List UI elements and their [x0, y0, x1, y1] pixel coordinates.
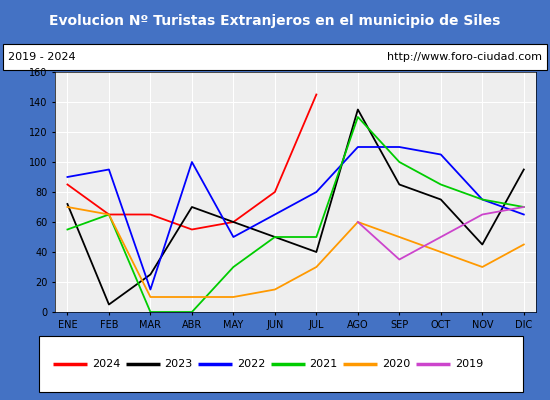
2022: [396, 144, 403, 149]
2020: [438, 250, 444, 254]
2021: [272, 234, 278, 239]
2019: [520, 205, 527, 210]
2021: [230, 265, 236, 270]
2022: [106, 167, 112, 172]
Line: 2020: 2020: [68, 207, 524, 297]
2024: [147, 212, 153, 217]
2023: [64, 202, 71, 206]
2024: [106, 212, 112, 217]
2023: [438, 197, 444, 202]
2023: [396, 182, 403, 187]
2024: [230, 220, 236, 224]
2019: [396, 257, 403, 262]
2020: [106, 212, 112, 217]
Text: 2021: 2021: [310, 359, 338, 369]
2023: [313, 250, 320, 254]
2022: [64, 174, 71, 179]
2020: [520, 242, 527, 247]
2022: [355, 144, 361, 149]
2020: [189, 294, 195, 299]
2019: [355, 220, 361, 224]
FancyBboxPatch shape: [39, 336, 522, 392]
2022: [313, 190, 320, 194]
2020: [147, 294, 153, 299]
2024: [272, 190, 278, 194]
2020: [272, 287, 278, 292]
2023: [355, 107, 361, 112]
2022: [189, 160, 195, 164]
2021: [147, 310, 153, 314]
Text: 2024: 2024: [92, 359, 120, 369]
2023: [520, 167, 527, 172]
2020: [396, 234, 403, 239]
Line: 2019: 2019: [358, 207, 524, 260]
2020: [230, 294, 236, 299]
2021: [438, 182, 444, 187]
Text: 2019 - 2024: 2019 - 2024: [8, 52, 76, 62]
2023: [479, 242, 486, 247]
2020: [355, 220, 361, 224]
2022: [272, 212, 278, 217]
2021: [355, 114, 361, 119]
2024: [189, 227, 195, 232]
Text: Evolucion Nº Turistas Extranjeros en el municipio de Siles: Evolucion Nº Turistas Extranjeros en el …: [50, 14, 501, 28]
Line: 2022: 2022: [68, 147, 524, 290]
Text: 2020: 2020: [382, 359, 410, 369]
2024: [64, 182, 71, 187]
2023: [147, 272, 153, 277]
Text: 2023: 2023: [164, 359, 192, 369]
2021: [396, 160, 403, 164]
Text: 2022: 2022: [237, 359, 265, 369]
2021: [106, 212, 112, 217]
2024: [313, 92, 320, 97]
2019: [479, 212, 486, 217]
2020: [313, 265, 320, 270]
2023: [189, 205, 195, 210]
Line: 2024: 2024: [68, 94, 316, 230]
2023: [106, 302, 112, 307]
Text: 2019: 2019: [455, 359, 483, 369]
2022: [147, 287, 153, 292]
FancyBboxPatch shape: [3, 44, 547, 70]
Line: 2023: 2023: [68, 110, 524, 304]
2021: [189, 310, 195, 314]
2022: [479, 197, 486, 202]
2019: [438, 234, 444, 239]
2023: [272, 234, 278, 239]
Text: http://www.foro-ciudad.com: http://www.foro-ciudad.com: [387, 52, 542, 62]
2021: [313, 234, 320, 239]
2020: [479, 265, 486, 270]
2022: [520, 212, 527, 217]
2023: [230, 220, 236, 224]
2021: [520, 205, 527, 210]
2021: [479, 197, 486, 202]
2020: [64, 205, 71, 210]
Line: 2021: 2021: [68, 117, 524, 312]
2022: [438, 152, 444, 157]
2021: [64, 227, 71, 232]
2022: [230, 234, 236, 239]
